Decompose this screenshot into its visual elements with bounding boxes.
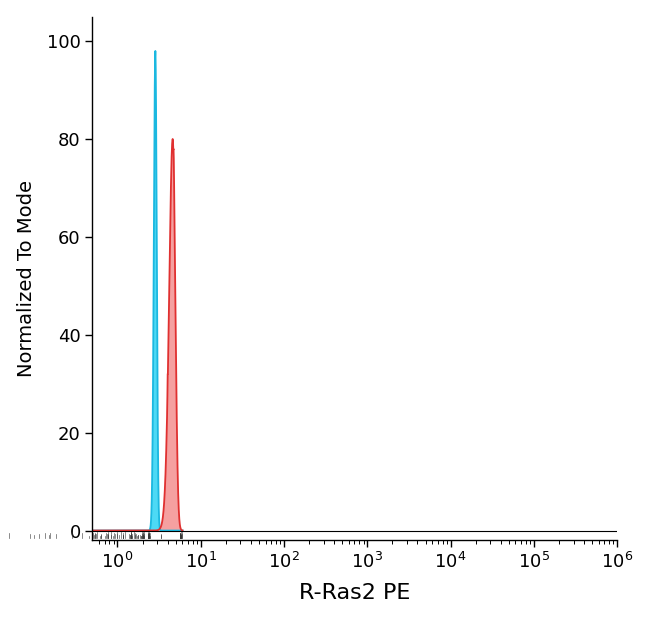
Y-axis label: Normalized To Mode: Normalized To Mode xyxy=(17,180,36,377)
X-axis label: R-Ras2 PE: R-Ras2 PE xyxy=(299,583,411,603)
